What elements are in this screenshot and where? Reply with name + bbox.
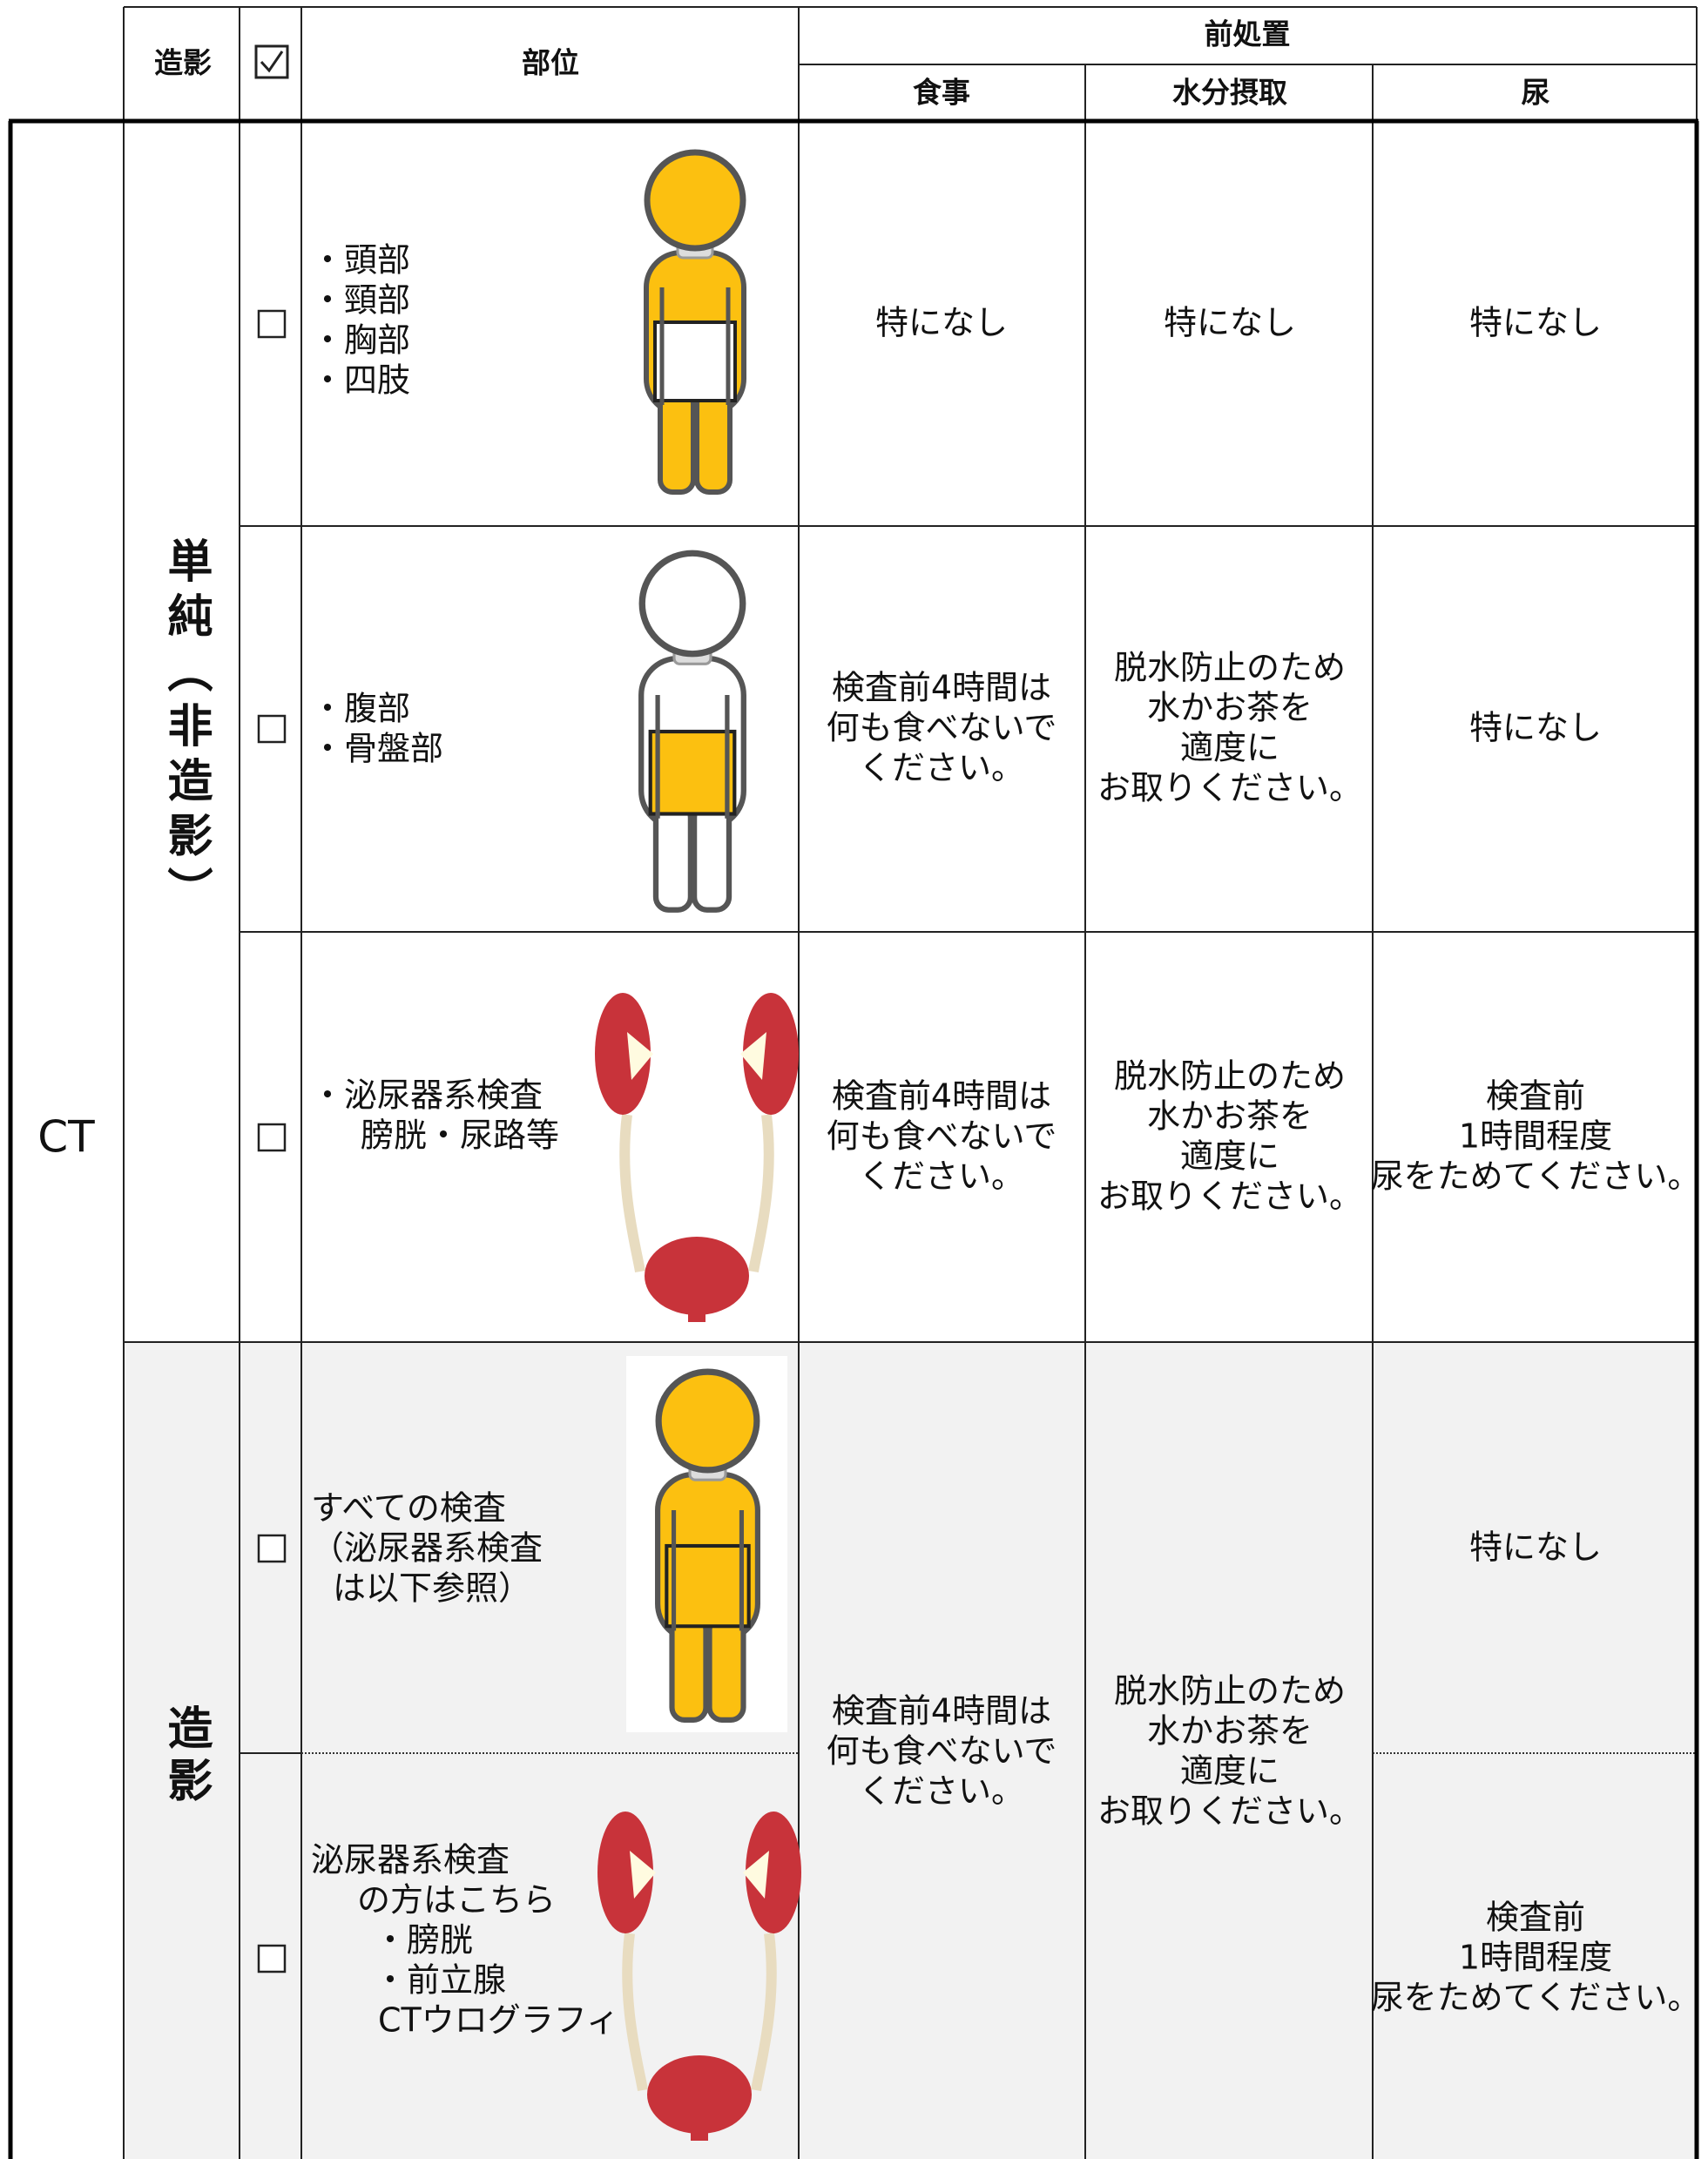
meal-text: 何も食べないで — [827, 1732, 1057, 1771]
water-text: 水かお茶を — [1147, 1712, 1313, 1751]
water-text: 適度に — [1180, 1752, 1279, 1791]
meal-text: 特になし — [875, 304, 1008, 342]
checkbox — [257, 1944, 287, 1973]
urine-text: 検査前 — [1486, 1077, 1585, 1116]
water-text: 適度に — [1180, 729, 1279, 767]
meal-text: 検査前4時間は — [832, 1077, 1051, 1116]
part-text: ・前立腺 — [374, 1961, 506, 2000]
header-pretreatment: 前処置 — [1205, 17, 1291, 51]
meal-text: ください。 — [859, 1157, 1024, 1196]
meal-text: 何も食べないで — [827, 1117, 1057, 1156]
part-text: ・頭部 — [311, 241, 410, 280]
checkbox — [257, 714, 287, 744]
urine-text: 尿をためてください。 — [1371, 1979, 1701, 2017]
checkbox — [257, 1534, 287, 1563]
header-urine: 尿 — [1522, 76, 1550, 110]
part-text: ・骨盤部 — [311, 730, 443, 768]
urine-text: 検査前 — [1486, 1899, 1585, 1937]
figure-abdomen — [641, 553, 744, 910]
water-text: 特になし — [1164, 304, 1296, 342]
water-text: お取りください。 — [1097, 1792, 1362, 1831]
grid-lines — [8, 6, 1699, 2159]
water-text: 脱水防止のため — [1114, 649, 1346, 687]
group-label: 造影 — [159, 1704, 212, 1809]
figure-whole-body — [658, 1372, 758, 1720]
part-text: ・四肢 — [311, 361, 410, 400]
part-text: 泌尿器系検査 — [311, 1841, 510, 1879]
part-text: 膀胱・尿路等 — [361, 1117, 559, 1155]
water-text: 脱水防止のため — [1114, 1672, 1346, 1710]
meal-text: 検査前4時間は — [832, 669, 1051, 707]
meal-text: 何も食べないで — [827, 709, 1057, 747]
urine-text: 特になし — [1469, 709, 1602, 747]
meal-text: 検査前4時間は — [832, 1692, 1051, 1731]
figure-urinary — [595, 993, 799, 1322]
part-text: は以下参照） — [333, 1569, 531, 1608]
urine-text: 特になし — [1469, 304, 1602, 342]
meal-text: ください。 — [859, 749, 1024, 787]
part-text: すべての検査 — [311, 1489, 506, 1528]
water-text: 水かお茶を — [1147, 689, 1313, 727]
part-text: の方はこちら — [357, 1881, 556, 1919]
header-part: 部位 — [522, 46, 579, 80]
checkbox — [257, 1123, 287, 1152]
urine-text: 尿をためてください。 — [1371, 1157, 1701, 1196]
header-meal: 食事 — [913, 76, 970, 110]
urine-text: 1時間程度 — [1459, 1939, 1612, 1977]
meal-text: ください。 — [859, 1772, 1024, 1811]
water-text: 脱水防止のため — [1114, 1057, 1346, 1096]
header-checkbox — [254, 44, 289, 79]
water-text: 水かお茶を — [1147, 1097, 1313, 1136]
contrast-bg — [124, 1342, 1697, 2159]
part-text: （泌尿器系検査 — [311, 1529, 543, 1568]
part-text: ・頸部 — [311, 281, 410, 320]
part-text: ・膀胱 — [374, 1921, 473, 1960]
part-text: CTウログラフィ — [378, 2001, 619, 2040]
part-text: ・腹部 — [311, 690, 410, 728]
water-text: 適度に — [1180, 1137, 1279, 1176]
header-contrast: 造影 — [154, 46, 212, 80]
water-text: お取りください。 — [1097, 769, 1362, 807]
urine-text: 特になし — [1469, 1528, 1602, 1567]
header-water: 水分摂取 — [1172, 76, 1287, 110]
modality: CT — [37, 1112, 95, 1163]
urine-text: 1時間程度 — [1459, 1117, 1612, 1156]
part-text: ・胸部 — [311, 321, 410, 360]
figure-upper-body — [646, 152, 744, 492]
part-text: ・泌尿器系検査 — [311, 1076, 543, 1115]
group-label: 単純（非造影） — [159, 537, 213, 921]
checkbox — [257, 309, 287, 339]
water-text: お取りください。 — [1097, 1177, 1362, 1216]
